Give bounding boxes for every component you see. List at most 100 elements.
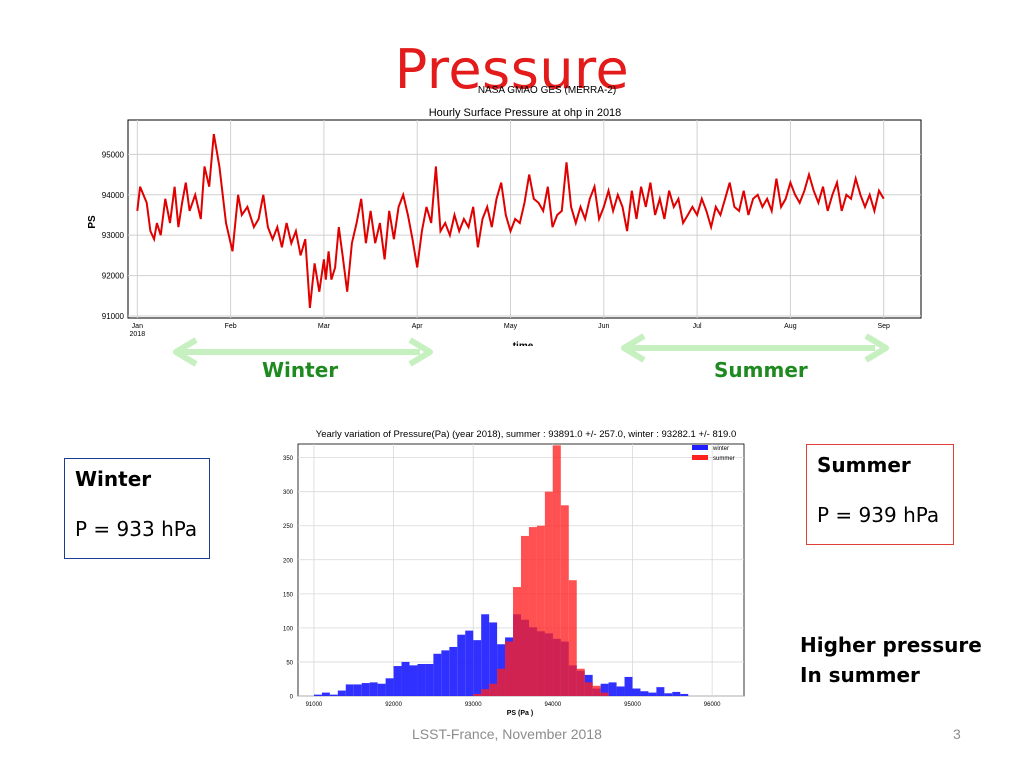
pressure-time-series-chart: NASA GMAO GES (MERRA-2) Hourly Surface P… (87, 85, 922, 346)
histogram-bar-winter (401, 661, 410, 696)
chart1-x-tick-label: Feb (225, 323, 237, 330)
summer-season-label: Summer (714, 358, 808, 382)
histogram-bar-winter (465, 630, 474, 696)
summer-range-arrow (621, 333, 889, 363)
summer-pressure-box: Summer P = 939 hPa (806, 444, 954, 545)
note-line-2: In summer (800, 663, 920, 687)
page-number: 3 (953, 726, 961, 742)
chart2-bars (313, 445, 689, 696)
chart1-xlabel: time (513, 341, 534, 346)
chart2-y-tick-label: 100 (283, 626, 294, 632)
histogram-bar-winter (377, 683, 386, 696)
histogram-bar-winter (489, 622, 498, 696)
chart2-legend: winter summer (692, 445, 735, 462)
chart1-x-tick-label: Jan (132, 323, 143, 330)
winter-range-arrow (173, 337, 433, 367)
histogram-bar-winter (417, 663, 426, 696)
histogram-bar-winter (648, 692, 657, 696)
histogram-bar-winter (680, 693, 689, 696)
legend-winter-label: winter (712, 446, 729, 452)
chart2-x-tick-label: 96000 (704, 702, 721, 708)
chart2-title: Yearly variation of Pressure(Pa) (year 2… (316, 429, 737, 440)
summer-box-heading: Summer (817, 453, 911, 477)
note-line-1: Higher pressure (800, 633, 982, 657)
histogram-bar-summer (560, 505, 569, 696)
chart1-x-tick-label: Mar (318, 323, 331, 330)
histogram-bar-winter (361, 683, 370, 696)
chart1-y-ticks: 91000 92000 93000 94000 95000 (102, 150, 125, 321)
chart2-y-tick-label: 250 (283, 524, 294, 530)
histogram-bar-summer (528, 527, 537, 696)
chart2-x-tick-label: 94000 (545, 702, 562, 708)
chart1-y-tick-label: 91000 (102, 312, 125, 321)
legend-summer-swatch (692, 455, 708, 460)
chart1-series-line (136, 133, 885, 309)
chart1-x-tick-label: Apr (412, 323, 424, 330)
histogram-bar-summer (497, 668, 506, 696)
histogram-bar-winter (672, 691, 681, 696)
season-arrows (173, 333, 889, 367)
histogram-bar-summer (544, 491, 553, 696)
winter-pressure-box: Winter P = 933 hPa (64, 458, 210, 559)
slide-title: Pressure (394, 38, 630, 101)
histogram-bar-winter (640, 691, 649, 696)
histogram-bar-winter (393, 666, 402, 696)
chart2-y-tick-label: 300 (283, 490, 294, 496)
chart2-y-tick-label: 50 (286, 660, 293, 666)
histogram-bar-winter (337, 690, 346, 696)
histogram-bar-winter (425, 663, 434, 696)
histogram-bar-summer (592, 685, 601, 696)
histogram-bar-winter (385, 678, 394, 696)
histogram-bar-summer (536, 525, 545, 696)
histogram-bar-summer (584, 682, 593, 696)
histogram-bar-winter (616, 686, 625, 696)
histogram-bar-winter (321, 692, 330, 696)
histogram-bar-winter (329, 694, 338, 696)
histogram-bar-winter (457, 634, 466, 696)
pressure-histogram-chart: Yearly variation of Pressure(Pa) (year 2… (283, 429, 745, 717)
histogram-bar-winter (441, 650, 450, 696)
histogram-bar-summer (513, 587, 521, 696)
histogram-bar-winter (656, 687, 665, 696)
histogram-bar-winter (624, 676, 633, 696)
histogram-bar-summer (568, 580, 577, 696)
histogram-bar-winter (353, 684, 362, 696)
chart2-y-tick-label: 150 (283, 592, 294, 598)
histogram-bar-summer (552, 445, 561, 696)
histogram-bar-winter (313, 694, 322, 696)
chart2-y-tick-label: 0 (290, 695, 294, 701)
chart2-x-tick-label: 93000 (465, 702, 482, 708)
histogram-bar-summer (600, 692, 609, 696)
chart1-y-tick-label: 94000 (102, 191, 125, 200)
histogram-bar-winter (369, 682, 378, 696)
chart2-x-tick-label: 95000 (624, 702, 641, 708)
histogram-bar-winter (481, 614, 490, 696)
histogram-bar-winter (449, 646, 458, 696)
chart1-title: Hourly Surface Pressure at ohp in 2018 (429, 107, 622, 119)
histogram-bar-summer (481, 689, 490, 696)
winter-box-heading: Winter (75, 467, 152, 491)
chart2-x-tick-label: 92000 (385, 702, 402, 708)
histogram-bar-summer (489, 683, 498, 696)
histogram-bar-winter (664, 693, 673, 696)
chart2-x-tick-label: 91000 (306, 702, 323, 708)
chart2-x-ticks: 91000 92000 93000 94000 95000 96000 (306, 702, 722, 708)
chart1-x-tick-label: Jul (693, 323, 702, 330)
histogram-bar-summer (473, 693, 482, 696)
chart2-xlabel: PS (Pa ) (507, 710, 533, 717)
chart1-x-tick-label: 2018 (130, 331, 146, 338)
histogram-bar-summer (576, 668, 585, 696)
chart1-grid (128, 120, 921, 318)
chart1-plot-area (127, 119, 922, 319)
chart2-y-ticks: 0 50 100 150 200 250 300 350 (283, 456, 294, 700)
winter-season-label: Winter (262, 358, 339, 382)
chart2-y-tick-label: 200 (283, 558, 294, 564)
summer-box-value: P = 939 hPa (817, 503, 940, 527)
legend-summer-label: summer (713, 456, 735, 462)
histogram-bar-winter (632, 688, 641, 696)
histogram-bar-winter (608, 682, 617, 696)
histogram-bar-winter (345, 684, 354, 696)
legend-winter-swatch (692, 445, 708, 450)
chart1-x-tick-label: Sep (877, 323, 890, 330)
